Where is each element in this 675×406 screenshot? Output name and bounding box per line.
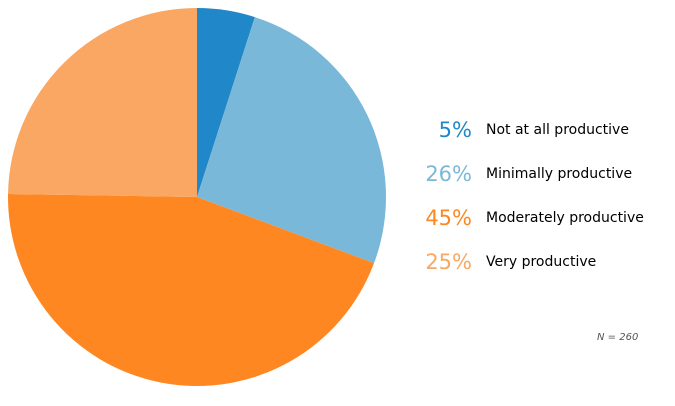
legend-label: Not at all productive — [486, 122, 629, 138]
legend-item: 45% Moderately productive — [412, 196, 662, 240]
legend-percent: 45% — [425, 206, 472, 230]
pie-slice-1 — [197, 8, 255, 197]
pie-slice-4 — [8, 8, 197, 197]
legend-percent: 26% — [425, 162, 472, 186]
legend-percent: 5% — [438, 118, 472, 142]
pie-slice-3 — [7, 194, 375, 386]
legend-label: Very productive — [486, 254, 597, 270]
legend-item: 5% Not at all productive — [412, 108, 662, 152]
legend: 5% Not at all productive 26% Minimally p… — [412, 108, 662, 284]
pie-slices — [7, 8, 386, 386]
sample-size-note: N = 260 — [597, 332, 639, 343]
legend-label: Minimally productive — [486, 166, 633, 182]
legend-item: 25% Very productive — [412, 240, 662, 284]
legend-item: 26% Minimally productive — [412, 152, 662, 196]
legend-percent: 25% — [425, 250, 472, 274]
legend-label: Moderately productive — [486, 210, 644, 226]
pie-slice-2 — [197, 17, 386, 264]
